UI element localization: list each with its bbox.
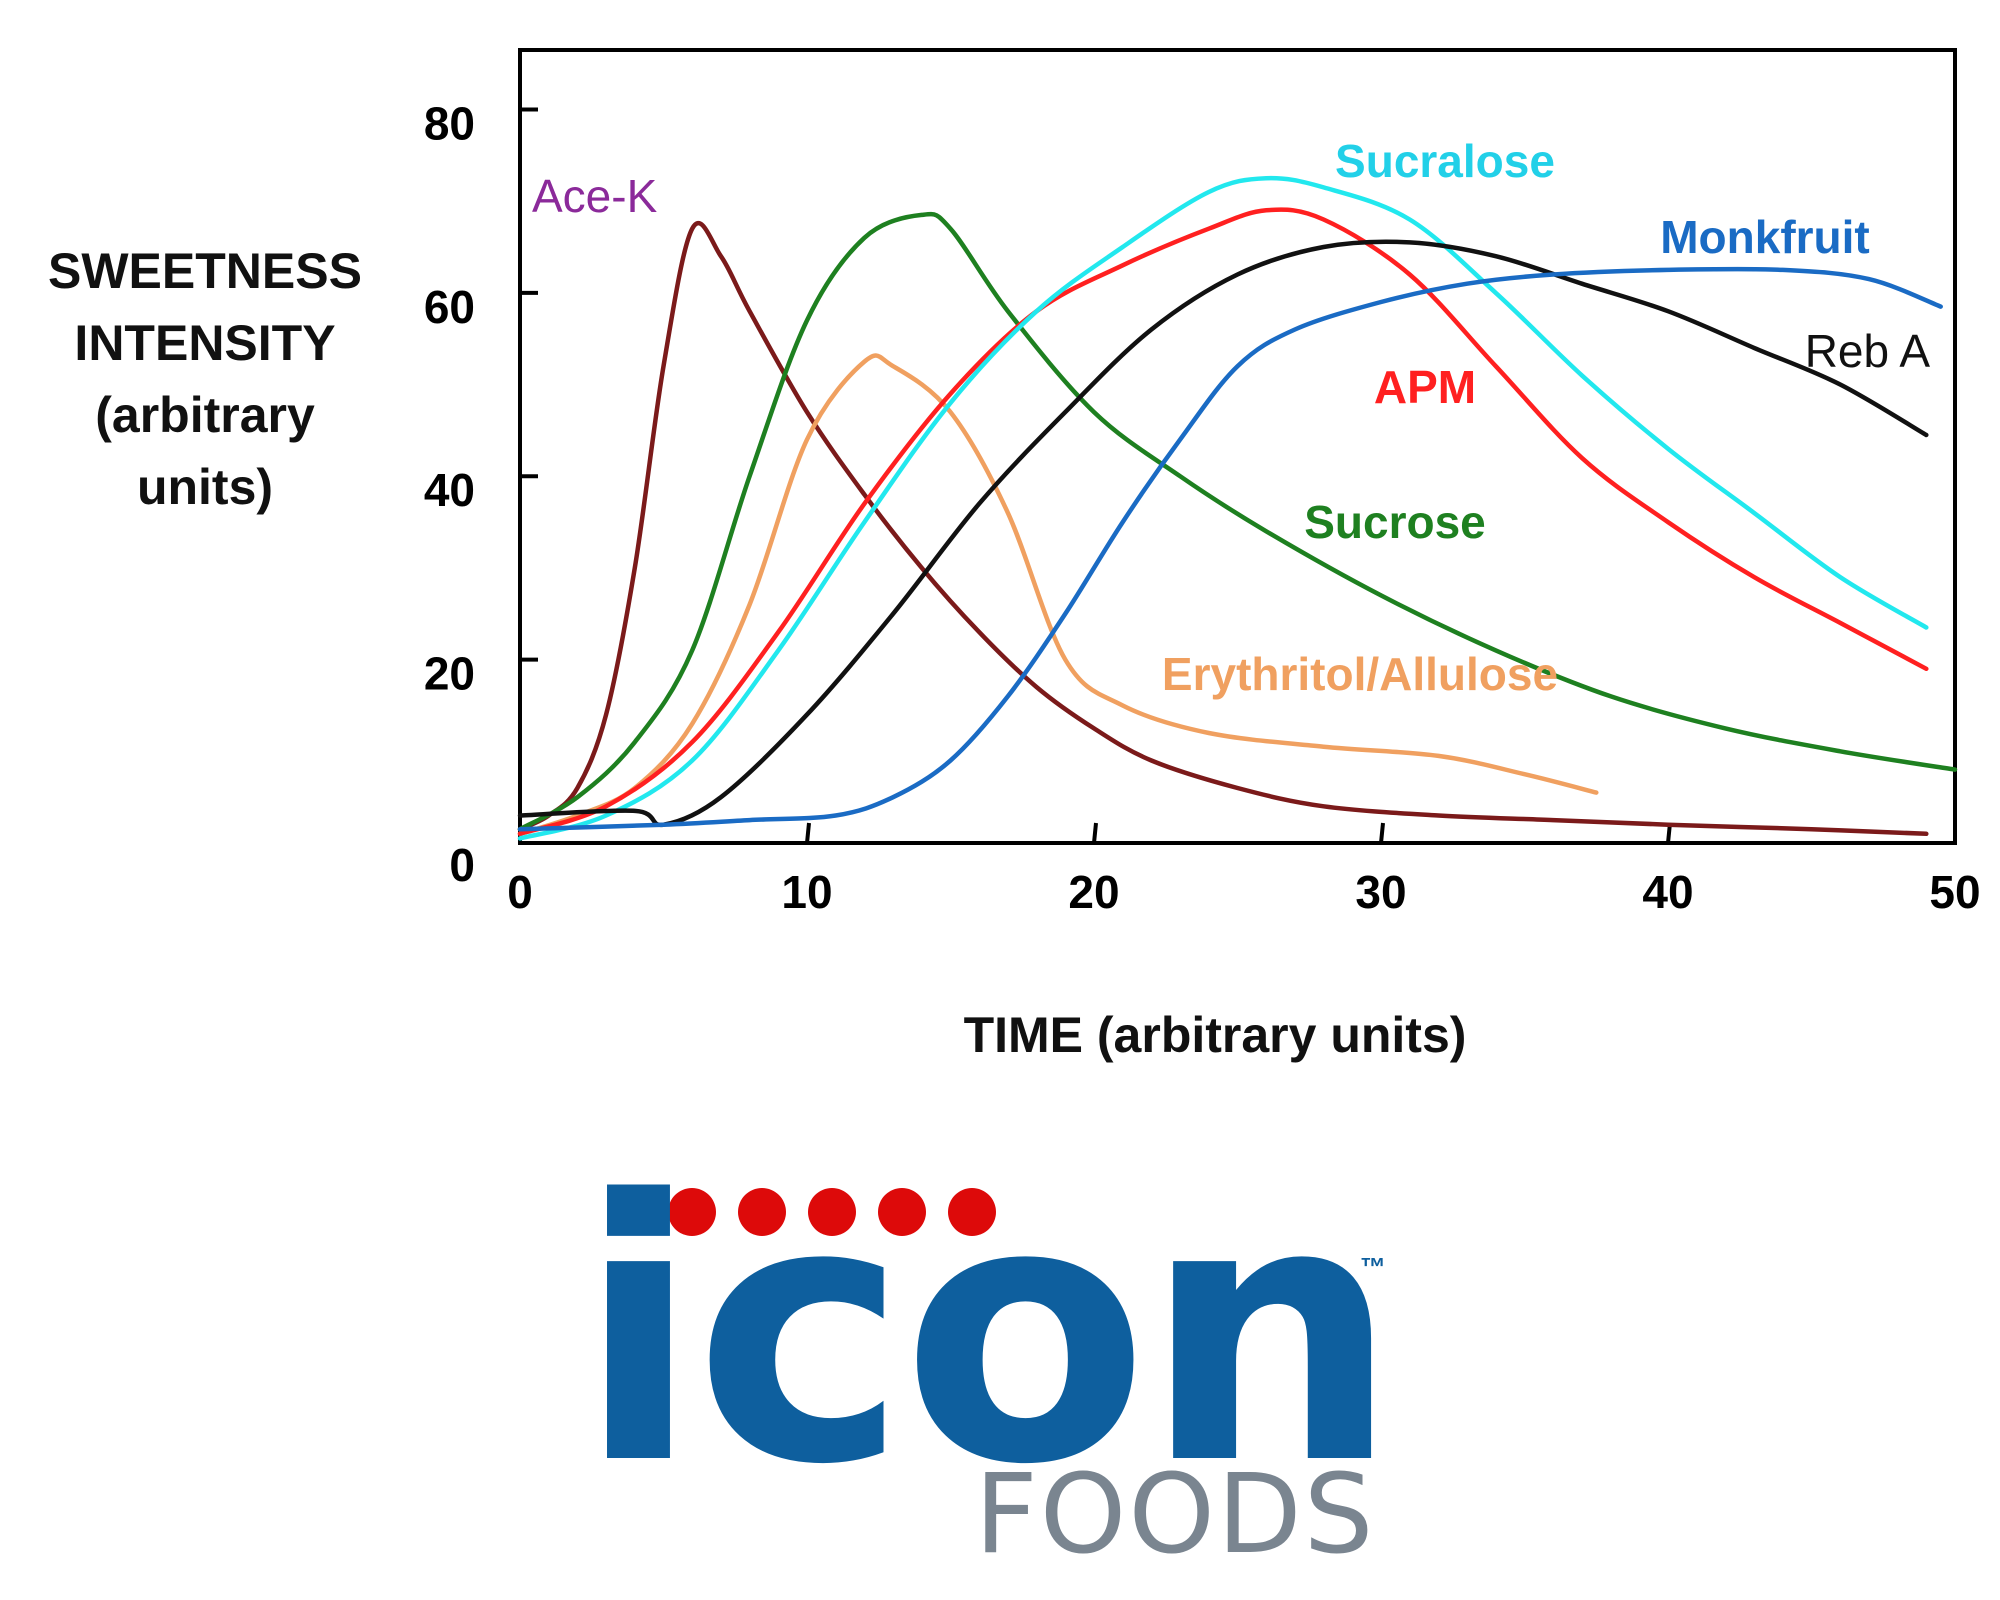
- series-label-sucralose: Sucralose: [1335, 135, 1555, 187]
- y-axis: 0 20 40 60 80: [424, 97, 538, 891]
- logo-dot: [668, 1188, 716, 1236]
- logo-dot: [738, 1188, 786, 1236]
- logo-dots: [668, 1188, 996, 1236]
- y-tick-label: 80: [424, 97, 475, 149]
- x-tick-label: 20: [1068, 866, 1119, 918]
- series-line-ace-k: [517, 220, 1929, 837]
- series-line-sucrose: [517, 211, 1958, 832]
- y-tick-label: 20: [424, 648, 475, 700]
- logo-dot: [948, 1188, 996, 1236]
- plot-border: [518, 48, 1957, 845]
- series-labels: Ace-K Sucrose Erythritol/Allulose APM Sucral…: [532, 135, 1930, 700]
- x-tick-label: 0: [507, 866, 533, 918]
- x-tick-mark: [805, 822, 811, 844]
- y-axis-title-line: SWEETNESS: [48, 243, 362, 299]
- y-axis-title-line: INTENSITY: [74, 315, 335, 371]
- x-tick-label: 30: [1355, 866, 1406, 918]
- x-axis: 0 10 20 30 40 50: [507, 822, 1981, 918]
- y-tick-label: 40: [424, 464, 475, 516]
- x-tick-label: 50: [1929, 866, 1980, 918]
- series-line-apm: [517, 207, 1929, 837]
- series-lines: [517, 175, 1958, 841]
- plot-frame: [518, 48, 1957, 845]
- logo-subtitle: FOODS: [975, 1450, 1376, 1578]
- logo-dot: [878, 1188, 926, 1236]
- x-tick-mark: [1379, 822, 1385, 844]
- series-line-sucralose: [517, 175, 1929, 841]
- series-line-reb-a: [517, 239, 1929, 828]
- series-line-erythritol-allulose: [517, 353, 1599, 837]
- x-tick-label: 40: [1642, 866, 1693, 918]
- logo-dot: [808, 1188, 856, 1236]
- logo-wordmark: icon: [577, 1124, 1393, 1543]
- x-tick-mark: [1092, 822, 1098, 844]
- series-line-monkfruit: [517, 266, 1943, 832]
- y-axis-title-line: units): [137, 459, 273, 515]
- y-axis-title: SWEETNESS INTENSITY (arbitrary units): [48, 243, 362, 515]
- logo-trademark: ™: [1360, 1252, 1386, 1282]
- series-label-monkfruit: Monkfruit: [1660, 211, 1870, 263]
- y-tick-label: 0: [449, 839, 475, 891]
- series-label-ace-k: Ace-K: [532, 170, 658, 222]
- series-label-apm: APM: [1374, 361, 1476, 413]
- y-tick-label: 60: [424, 281, 475, 333]
- series-label-erythritol-allulose: Erythritol/Allulose: [1162, 648, 1558, 700]
- x-tick-label: 10: [781, 866, 832, 918]
- series-label-reb-a: Reb A: [1805, 325, 1931, 377]
- x-axis-title: TIME (arbitrary units): [964, 1007, 1467, 1063]
- y-axis-title-line: (arbitrary: [95, 387, 315, 443]
- series-label-sucrose: Sucrose: [1304, 496, 1486, 548]
